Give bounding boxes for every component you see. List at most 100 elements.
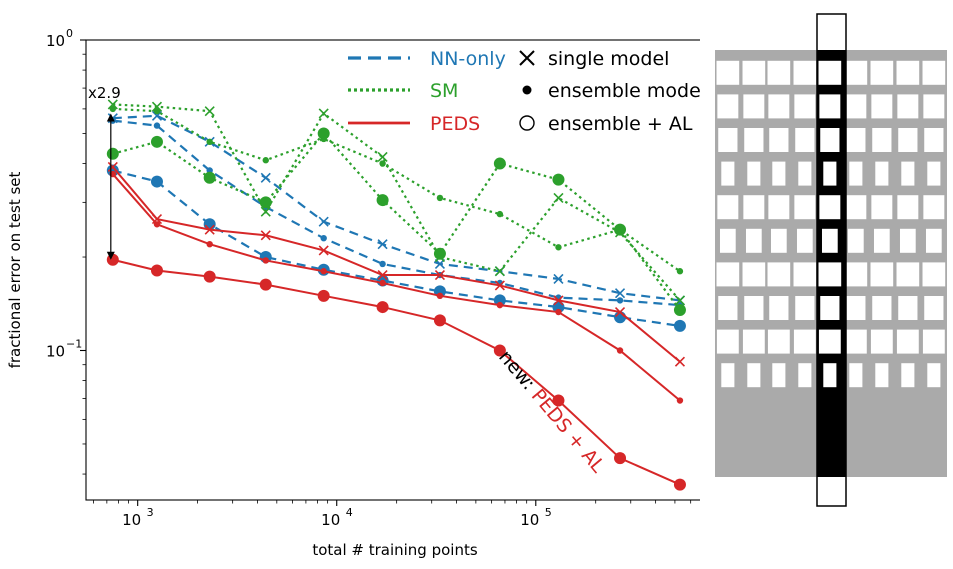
y-tick-exp-0: 0 — [66, 27, 73, 40]
point-circle — [203, 171, 216, 184]
geometry-hole — [849, 363, 863, 388]
point-x — [674, 356, 686, 367]
point-circle — [552, 394, 565, 407]
geometry-hole — [873, 228, 890, 253]
point-circle — [673, 478, 686, 491]
point-dot — [555, 244, 562, 251]
legend-label-ensemble: ensemble model — [548, 80, 700, 102]
point-dot — [153, 122, 161, 129]
point-x — [614, 288, 626, 299]
geometry-hole — [923, 195, 945, 220]
geometry-hole — [719, 228, 736, 253]
strip-hole — [819, 94, 841, 119]
geometry-hole — [847, 228, 864, 253]
legend-label-single: single model — [548, 48, 669, 70]
highlight-strip-holes — [818, 60, 842, 388]
series-peds-ensemble — [109, 170, 684, 404]
geometry-hole — [716, 262, 740, 287]
strip-hole — [823, 363, 837, 388]
geometry-hole — [870, 262, 894, 287]
line-chart: 10 3 10 4 10 510 010 −1 total # training points… — [6, 27, 700, 559]
point-dot — [436, 292, 444, 300]
geometry-hole — [767, 60, 791, 85]
x-tick-label-1: 10 — [321, 511, 340, 529]
point-dot — [153, 221, 161, 228]
geometry-hole — [925, 228, 942, 253]
point-dot — [206, 138, 213, 146]
series-sm-single — [107, 99, 686, 306]
point-circle — [433, 247, 446, 260]
geometry-hole — [745, 228, 762, 253]
strip-hole — [823, 161, 837, 186]
geometry-hole — [922, 329, 945, 354]
legend-marker-x — [519, 50, 535, 66]
geometry-hole — [769, 128, 789, 152]
point-x — [553, 192, 564, 203]
point-x — [204, 224, 215, 235]
highlight-frame — [816, 13, 847, 507]
geometry-hole — [923, 94, 945, 119]
geometry-hole — [768, 94, 790, 119]
series-line — [112, 119, 681, 307]
geometry-hole — [875, 161, 889, 186]
point-circle — [203, 270, 216, 283]
point-circle — [150, 264, 163, 277]
point-dot — [676, 397, 684, 404]
point-circle — [673, 319, 686, 332]
point-circle — [552, 173, 565, 186]
point-x — [614, 306, 626, 318]
geometry-hole — [742, 262, 766, 287]
geometry-hole — [927, 363, 941, 388]
point-x — [553, 295, 564, 306]
geometry-hole — [793, 329, 816, 354]
geometry-hole — [718, 128, 738, 152]
point-dot — [379, 279, 386, 287]
y-axis-label: fractional error on test set — [6, 171, 24, 368]
axis-ticks: 10 3 10 4 10 510 010 −1 — [46, 27, 692, 529]
geometry-hole — [872, 128, 892, 152]
point-dot — [262, 257, 269, 264]
legend-label-ensemble-al: ensemble + AL — [548, 113, 693, 135]
point-x — [151, 101, 163, 112]
series-sm-ensemble — [109, 105, 684, 275]
point-circle — [259, 278, 272, 291]
point-x — [494, 266, 505, 277]
geometry-hole — [899, 228, 916, 253]
geometry-hole — [772, 161, 786, 186]
new-label: PEDS + AL — [527, 385, 610, 477]
strip-hole — [820, 296, 840, 320]
geometry-hole — [767, 329, 790, 354]
strip-hole — [818, 262, 842, 287]
geometry-hole — [716, 329, 739, 354]
geometry-hole — [844, 329, 867, 354]
x-tick-exp-1: 4 — [346, 506, 353, 519]
ratio-label: x2.9 — [88, 84, 121, 102]
geometry-hole — [870, 329, 893, 354]
geometry-hole — [798, 161, 812, 186]
point-x — [318, 216, 329, 227]
point-circle — [150, 175, 163, 188]
geometry-hole — [872, 296, 892, 320]
legend-label-peds: PEDS — [430, 113, 480, 135]
point-circle — [614, 452, 627, 465]
strip-hole — [820, 128, 840, 152]
geometry-hole — [718, 296, 738, 320]
geometry-hole — [896, 329, 919, 354]
geometry-hole — [898, 128, 918, 152]
legend-marker-dot — [522, 85, 532, 95]
geometry-hole — [844, 262, 868, 287]
point-dot — [616, 297, 624, 304]
point-circle — [673, 304, 686, 317]
ratio-annotation: x2.9 — [88, 84, 121, 260]
plot-frame — [85, 39, 700, 501]
point-dot — [206, 240, 213, 248]
geometry-hole — [898, 296, 918, 320]
geometry-hole — [717, 94, 739, 119]
point-dot — [496, 210, 504, 218]
series-line — [112, 169, 681, 328]
legend-marker-circle — [519, 115, 535, 131]
geometry-hole — [744, 296, 764, 320]
x-tick-exp-0: 3 — [147, 506, 154, 519]
series-line — [112, 103, 681, 302]
geometry-hole — [717, 195, 739, 220]
